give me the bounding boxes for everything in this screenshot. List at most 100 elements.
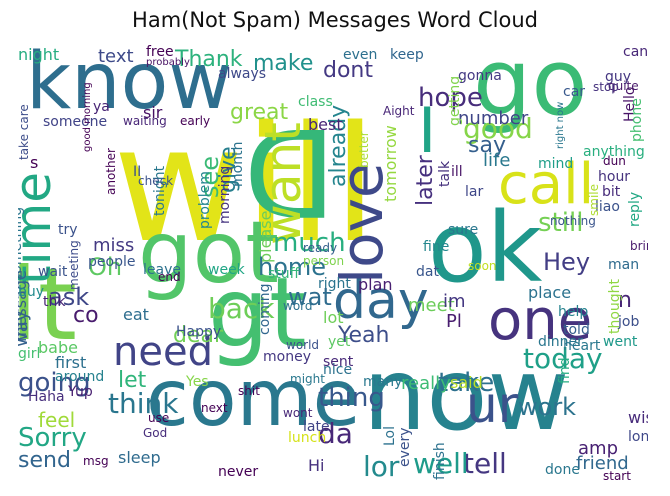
word-cloud-word: day — [333, 271, 429, 331]
word-cloud-word: dun — [603, 154, 626, 168]
word-cloud-word: keep — [390, 47, 424, 63]
word-cloud-word: girl — [18, 346, 41, 362]
word-cloud-word: soon — [468, 259, 497, 273]
word-cloud-word: meet — [408, 295, 455, 316]
word-cloud-word: babe — [38, 338, 78, 357]
word-cloud-word: right — [318, 276, 351, 292]
word-cloud-word: reply — [627, 191, 643, 227]
word-cloud-word: nothing — [550, 214, 596, 228]
word-cloud-word: sleep — [118, 448, 161, 467]
word-cloud-word: ready — [303, 241, 338, 255]
word-cloud-word: anything — [583, 144, 645, 160]
word-cloud-word: job — [618, 314, 640, 330]
word-cloud-word: end — [158, 270, 181, 284]
word-cloud-word: stop — [593, 80, 619, 94]
word-cloud-word: send — [18, 448, 71, 473]
word-cloud-word: car — [563, 84, 586, 100]
word-cloud-word: Hi — [308, 456, 325, 475]
word-cloud-word: wat — [288, 283, 332, 311]
word-cloud-word: work — [518, 393, 577, 421]
word-cloud-word: month — [230, 141, 246, 187]
word-cloud-word: fine — [423, 239, 450, 255]
word-cloud-word: n — [618, 288, 632, 313]
word-cloud-word: cant — [623, 45, 648, 60]
word-cloud-word: man — [608, 257, 640, 273]
word-cloud-word: great — [230, 100, 289, 125]
word-cloud-word: now — [363, 336, 570, 453]
word-cloud-word: Lol — [382, 426, 398, 447]
word-cloud-word: always — [218, 66, 267, 82]
word-cloud-word: coming — [257, 283, 273, 336]
word-cloud-word: thk — [43, 294, 66, 310]
word-cloud-word: done — [545, 462, 580, 478]
word-cloud-word: text — [98, 46, 134, 67]
word-cloud-word: said — [450, 373, 483, 392]
word-cloud-word: amp — [578, 438, 618, 459]
word-cloud-word: another — [104, 148, 118, 196]
word-cloud-word: morning — [217, 165, 233, 224]
word-cloud-word: dinner — [538, 334, 583, 350]
word-cloud-word: right now — [555, 101, 566, 149]
word-cloud-word: good — [463, 112, 533, 145]
word-cloud-word: sent — [323, 354, 354, 370]
word-cloud-word: da — [318, 417, 353, 450]
word-cloud-word: hour — [598, 169, 631, 185]
word-cloud-word: Aight — [383, 104, 415, 118]
word-cloud-word: better — [357, 131, 371, 169]
word-cloud-word: co — [73, 303, 99, 328]
word-cloud-word: lot — [323, 308, 344, 327]
word-cloud-word: money — [263, 349, 311, 365]
word-cloud-word: bit — [602, 184, 621, 200]
word-cloud-word: tell — [463, 447, 507, 480]
word-cloud-word: mind — [538, 156, 574, 172]
word-cloud-word: probably — [146, 57, 190, 68]
word-cloud-word: really — [401, 373, 451, 394]
word-cloud-word: gt — [208, 257, 307, 369]
word-cloud-word: tomorrow — [381, 124, 400, 202]
word-cloud-word: talk — [437, 160, 453, 187]
word-cloud-word: feel — [38, 408, 76, 432]
word-cloud-word: buy — [18, 284, 45, 300]
word-cloud-word: home — [258, 253, 327, 281]
word-cloud-word: good morning — [82, 82, 93, 152]
word-cloud-word: late — [303, 419, 330, 435]
word-cloud-word: got — [138, 203, 279, 303]
word-cloud-word: might — [290, 372, 325, 386]
word-cloud-word: sir — [143, 103, 163, 122]
word-cloud-word: lor — [363, 450, 400, 483]
word-cloud-word: people — [88, 254, 136, 270]
word-cloud-word: well — [413, 447, 469, 480]
word-cloud-word: every — [397, 427, 413, 467]
word-cloud-word: sure — [448, 222, 479, 238]
word-cloud-word: one — [488, 288, 593, 353]
word-cloud-word: wait — [38, 264, 68, 280]
word-cloud-word: week — [208, 262, 245, 278]
word-cloud-word: free — [146, 45, 174, 60]
word-cloud-word: come — [146, 354, 361, 444]
word-cloud-word: ur — [466, 376, 519, 434]
word-cloud-word: back — [208, 292, 275, 325]
word-cloud-word: around — [55, 369, 105, 385]
word-cloud-word: dont — [323, 58, 373, 83]
word-cloud-word: use — [148, 411, 170, 425]
word-cloud-word: liao — [595, 199, 620, 215]
word-cloud-word: smile — [587, 184, 601, 216]
word-cloud-word: early — [180, 114, 211, 128]
word-cloud-word: ask — [48, 283, 90, 311]
word-cloud-word: miss — [93, 235, 135, 256]
word-cloud-word: thing — [318, 383, 385, 413]
word-cloud-word: bring — [630, 239, 648, 253]
word-cloud-word: I — [418, 94, 437, 167]
word-cloud-word: meeting — [67, 240, 81, 291]
word-cloud-word: im — [443, 291, 466, 312]
word-cloud-word: msg — [83, 454, 109, 468]
word-cloud-word: dear — [173, 323, 224, 348]
word-cloud-word: Thank — [175, 47, 243, 72]
word-cloud-word: best — [308, 115, 343, 134]
word-cloud-word: number — [458, 108, 529, 129]
word-cloud-word: start — [603, 469, 631, 483]
word-cloud-word: lunch — [288, 430, 327, 446]
word-cloud-word: gonna — [458, 68, 502, 84]
word-cloud-word: Yeah — [338, 323, 390, 348]
